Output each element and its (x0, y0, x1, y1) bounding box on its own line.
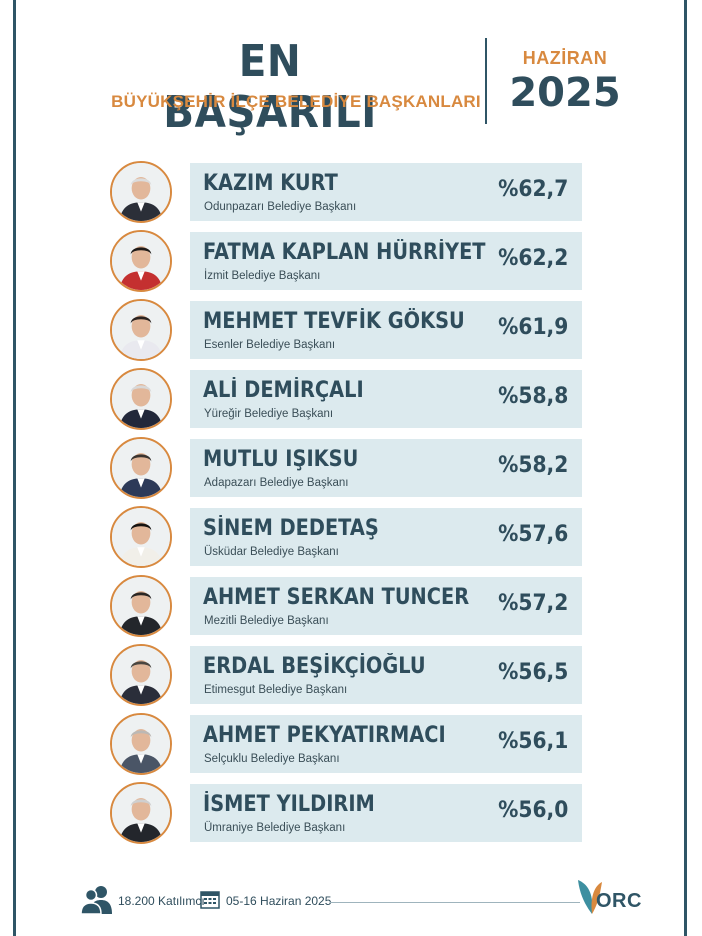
mayor-role: Ümraniye Belediye Başkanı (204, 822, 346, 834)
mayor-row: FATMA KAPLAN HÜRRİYET İzmit Belediye Baş… (110, 230, 582, 292)
mayor-role: Adapazarı Belediye Başkanı (204, 477, 349, 489)
mayor-role: Odunpazarı Belediye Başkanı (204, 201, 357, 213)
mayor-row: ALİ DEMİRÇALI Yüreğir Belediye Başkanı %… (110, 368, 582, 430)
mayor-row: İSMET YILDIRIM Ümraniye Belediye Başkanı… (110, 782, 582, 844)
mayor-name: ERDAL BEŞİKÇİOĞLU (203, 654, 426, 679)
mayor-photo (110, 161, 172, 223)
orc-logo-text: ORC (596, 890, 642, 912)
mayor-panel: İSMET YILDIRIM Ümraniye Belediye Başkanı… (190, 784, 582, 842)
approval-percent: %56,5 (497, 660, 568, 685)
orc-leaf-icon (578, 880, 602, 914)
mayor-panel: AHMET SERKAN TUNCER Mezitli Belediye Baş… (190, 577, 582, 635)
mayor-photo (110, 575, 172, 637)
footer: 18.200 Katılımcı 05-16 Haziran 2025 ORC (80, 876, 660, 926)
mayor-row: MUTLU IŞIKSU Adapazarı Belediye Başkanı … (110, 437, 582, 499)
frame-right-border (684, 0, 687, 936)
survey-year: 2025 (509, 70, 621, 116)
mayor-name: ALİ DEMİRÇALI (203, 378, 364, 403)
mayor-photo (110, 230, 172, 292)
mayor-row: AHMET SERKAN TUNCER Mezitli Belediye Baş… (110, 575, 582, 637)
orc-logo: ORC (574, 876, 654, 924)
approval-percent: %56,0 (497, 798, 568, 823)
mayor-role: Yüreğir Belediye Başkanı (204, 408, 334, 420)
mayor-row: ERDAL BEŞİKÇİOĞLU Etimesgut Belediye Baş… (110, 644, 582, 706)
people-icon (80, 886, 112, 914)
mayor-name: İSMET YILDIRIM (203, 792, 375, 817)
participants-count: 18.200 Katılımcı (118, 894, 205, 908)
mayor-panel: SİNEM DEDETAŞ Üsküdar Belediye Başkanı %… (190, 508, 582, 566)
mayor-panel: MUTLU IŞIKSU Adapazarı Belediye Başkanı … (190, 439, 582, 497)
survey-dates: 05-16 Haziran 2025 (226, 894, 332, 908)
mayor-photo (110, 506, 172, 568)
mayor-role: Esenler Belediye Başkanı (204, 339, 336, 351)
header: EN BAŞARILI BÜYÜKŞEHİR İLÇE BELEDİYE BAŞ… (40, 28, 660, 138)
mayor-role: Etimesgut Belediye Başkanı (204, 684, 348, 696)
mayor-photo (110, 713, 172, 775)
approval-percent: %57,2 (497, 591, 568, 616)
mayor-role: İzmit Belediye Başkanı (204, 270, 321, 282)
mayor-name: AHMET SERKAN TUNCER (203, 585, 470, 610)
mayor-role: Üsküdar Belediye Başkanı (204, 546, 339, 558)
mayor-name: FATMA KAPLAN HÜRRİYET (203, 240, 486, 265)
mayor-name: MEHMET TEVFİK GÖKSU (203, 309, 465, 334)
survey-month: HAZİRAN (522, 48, 608, 68)
approval-percent: %58,2 (497, 453, 568, 478)
approval-percent: %62,7 (497, 177, 568, 202)
mayor-panel: AHMET PEKYATIRMACI Selçuklu Belediye Baş… (190, 715, 582, 773)
mayor-role: Selçuklu Belediye Başkanı (204, 753, 340, 765)
mayor-photo (110, 368, 172, 430)
mayor-row: SİNEM DEDETAŞ Üsküdar Belediye Başkanı %… (110, 506, 582, 568)
mayor-panel: FATMA KAPLAN HÜRRİYET İzmit Belediye Baş… (190, 232, 582, 290)
mayor-row: KAZIM KURT Odunpazarı Belediye Başkanı %… (110, 161, 582, 223)
approval-percent: %62,2 (497, 246, 568, 271)
calendar-icon (200, 891, 220, 909)
mayor-name: SİNEM DEDETAŞ (203, 516, 379, 541)
mayor-panel: MEHMET TEVFİK GÖKSU Esenler Belediye Baş… (190, 301, 582, 359)
header-divider (485, 38, 487, 124)
mayor-panel: ALİ DEMİRÇALI Yüreğir Belediye Başkanı %… (190, 370, 582, 428)
frame-left-border (13, 0, 16, 936)
footer-divider (330, 902, 580, 903)
mayor-name: AHMET PEKYATIRMACI (203, 723, 446, 748)
page-title: EN BAŞARILI (163, 36, 377, 138)
mayor-photo (110, 437, 172, 499)
mayor-role: Mezitli Belediye Başkanı (204, 615, 329, 627)
mayor-photo (110, 644, 172, 706)
mayor-panel: KAZIM KURT Odunpazarı Belediye Başkanı %… (190, 163, 582, 221)
mayor-panel: ERDAL BEŞİKÇİOĞLU Etimesgut Belediye Baş… (190, 646, 582, 704)
mayor-name: MUTLU IŞIKSU (203, 447, 359, 472)
mayor-row: AHMET PEKYATIRMACI Selçuklu Belediye Baş… (110, 713, 582, 775)
mayor-photo (110, 782, 172, 844)
approval-percent: %58,8 (497, 384, 568, 409)
mayor-name: KAZIM KURT (203, 171, 338, 196)
approval-percent: %57,6 (497, 522, 568, 547)
mayor-row: MEHMET TEVFİK GÖKSU Esenler Belediye Baş… (110, 299, 582, 361)
mayor-photo (110, 299, 172, 361)
approval-percent: %61,9 (497, 315, 568, 340)
page-subtitle: BÜYÜKŞEHİR İLÇE BELEDİYE BAŞKANLARI (111, 92, 481, 111)
approval-percent: %56,1 (497, 729, 568, 754)
